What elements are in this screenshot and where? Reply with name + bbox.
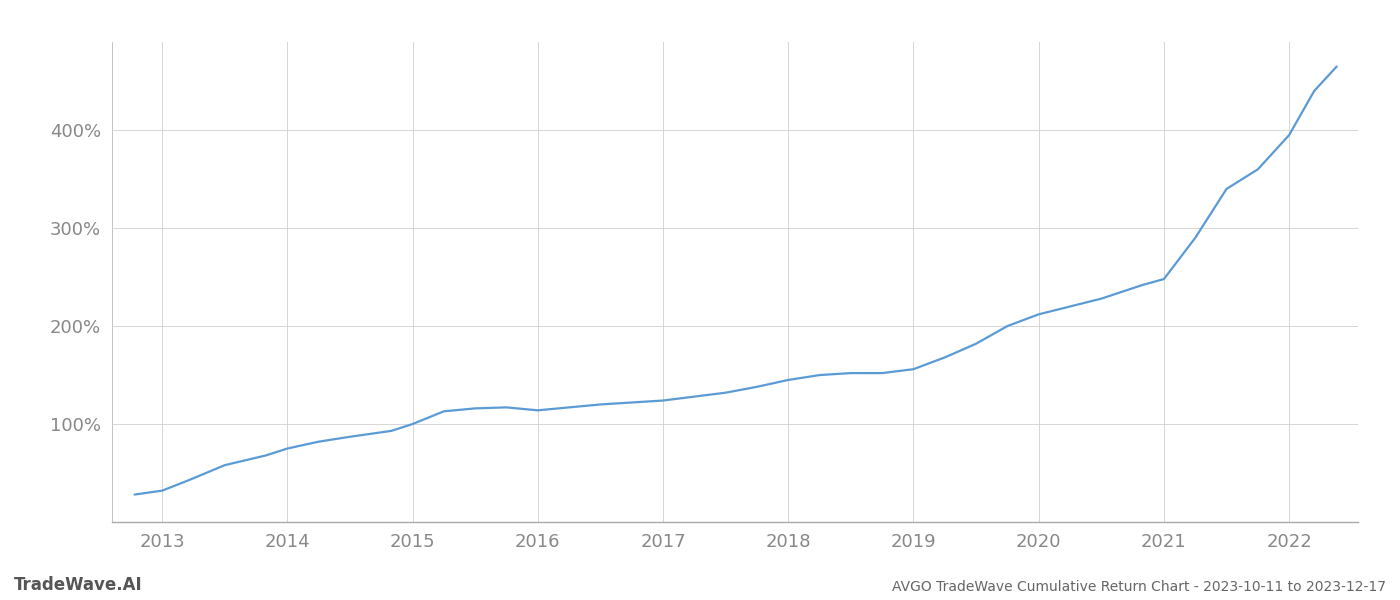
Text: TradeWave.AI: TradeWave.AI xyxy=(14,576,143,594)
Text: AVGO TradeWave Cumulative Return Chart - 2023-10-11 to 2023-12-17: AVGO TradeWave Cumulative Return Chart -… xyxy=(892,580,1386,594)
